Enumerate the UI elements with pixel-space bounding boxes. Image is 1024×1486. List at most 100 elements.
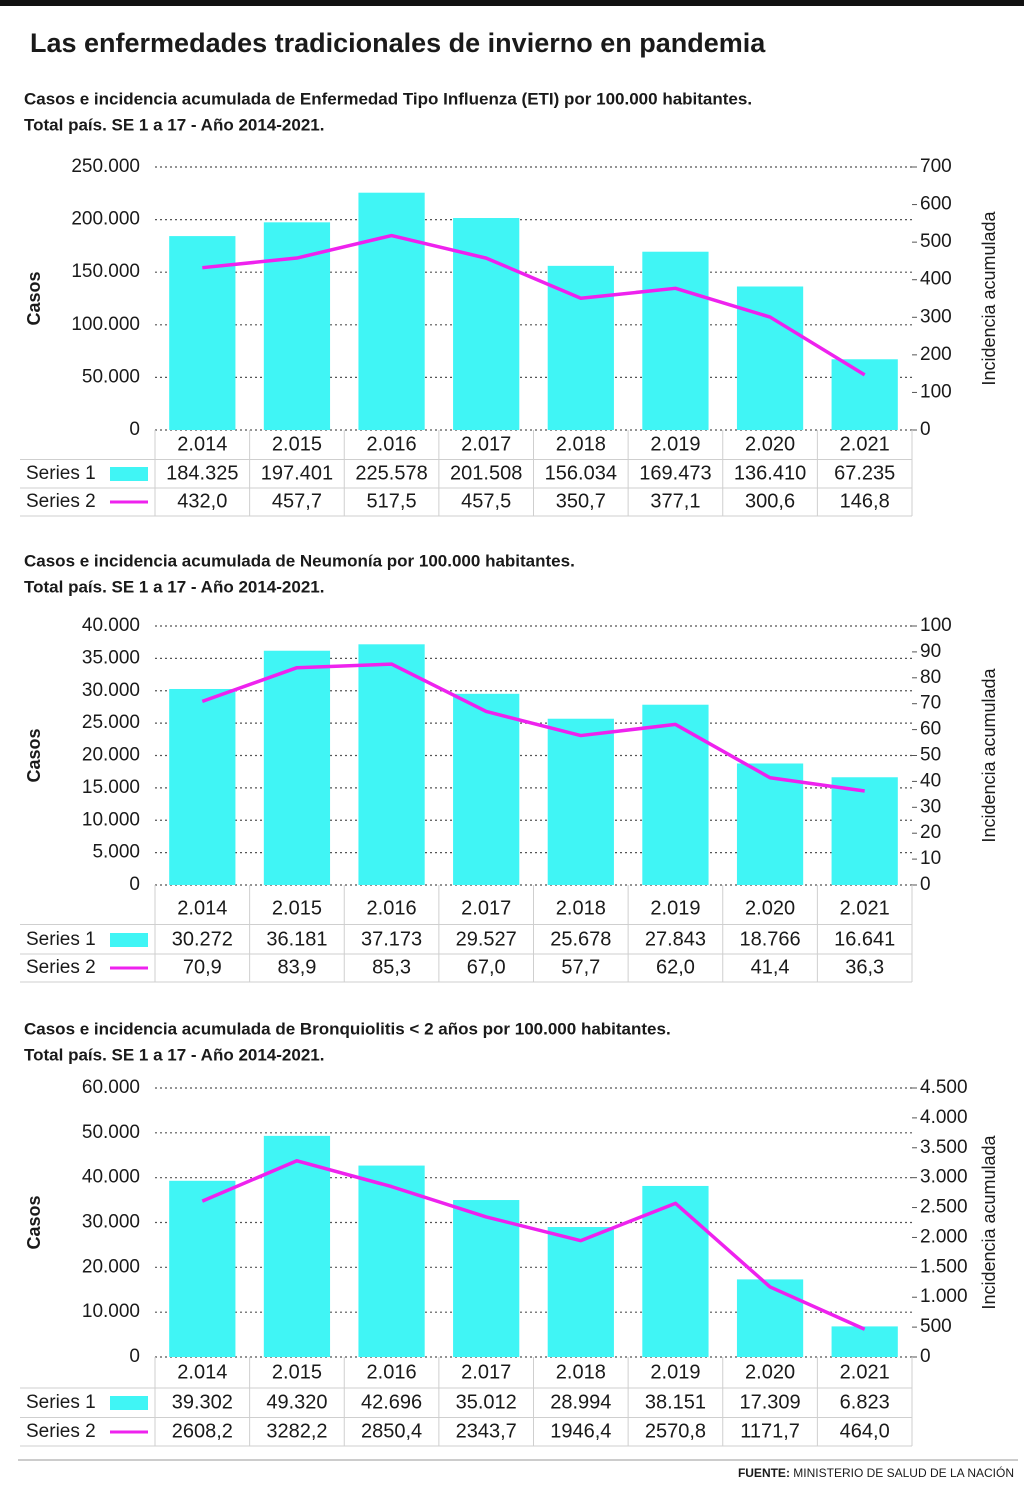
table-value: 25.678 (550, 928, 611, 950)
x-tick-label: 2.018 (556, 433, 606, 455)
table-value: 67,0 (467, 956, 506, 978)
bar (642, 251, 709, 430)
y2-tick-label: 3.500 (920, 1137, 968, 1158)
y-tick-label: 60.000 (82, 1077, 140, 1098)
table-value: 1946,4 (550, 1420, 611, 1442)
y2-tick-label: 30 (920, 796, 941, 817)
table-value: 136.410 (734, 462, 806, 484)
y2-tick-label: 0 (920, 419, 931, 440)
y2-tick-label: 20 (920, 822, 941, 843)
x-tick-label: 2.016 (367, 897, 417, 919)
x-tick-label: 2.019 (650, 1361, 700, 1383)
table-value: 67.235 (834, 462, 895, 484)
table-value: 18.766 (739, 928, 800, 950)
table-value: 201.508 (450, 462, 522, 484)
y-tick-label: 20.000 (82, 745, 140, 766)
table-value: 184.325 (166, 462, 238, 484)
chart-title: Casos e incidencia acumulada de Enfermed… (24, 89, 752, 108)
bar (547, 1227, 614, 1357)
bar (642, 704, 709, 885)
bar (358, 644, 425, 885)
y2-tick-label: 400 (920, 269, 952, 290)
y2-tick-label: 10 (920, 848, 941, 869)
line (202, 233, 866, 377)
y-tick-label: 250.000 (71, 156, 140, 177)
y2-tick-label: 500 (920, 1316, 952, 1337)
legend-swatch (110, 467, 148, 481)
bar (736, 286, 804, 430)
source-label: FUENTE: (738, 1466, 790, 1480)
y-tick-label: 40.000 (82, 615, 140, 636)
y2-tick-label: 500 (920, 231, 952, 252)
table-value: 169.473 (639, 462, 711, 484)
chart-subtitle: Total país. SE 1 a 17 - Año 2014-2021. (24, 1045, 324, 1064)
bar (547, 265, 614, 430)
bar (263, 650, 331, 885)
legend-swatch (110, 1396, 148, 1410)
table-value: 197.401 (261, 462, 333, 484)
x-tick-label: 2.020 (745, 897, 795, 919)
y2-tick-label: 4.500 (920, 1077, 968, 1098)
x-tick-label: 2.019 (650, 897, 700, 919)
x-tick-label: 2.021 (840, 433, 890, 455)
y2-tick-label: 50 (920, 745, 941, 766)
bar (831, 359, 898, 430)
table-value: 62,0 (656, 956, 695, 978)
line (201, 1159, 866, 1331)
y2-tick-label: 80 (920, 667, 941, 688)
table-value: 350,7 (556, 490, 606, 512)
table-value: 16.641 (834, 928, 895, 950)
y-axis-label: Casos (24, 1195, 44, 1249)
y2-tick-label: 1.500 (920, 1256, 968, 1277)
y-tick-label: 40.000 (82, 1167, 140, 1188)
y-tick-label: 25.000 (82, 712, 140, 733)
y2-tick-label: 0 (920, 874, 931, 895)
table-value: 37.173 (361, 928, 422, 950)
y-tick-label: 5.000 (92, 842, 140, 863)
table-value: 300,6 (745, 490, 795, 512)
y2-tick-label: 2.000 (920, 1226, 968, 1247)
bar (358, 1165, 425, 1357)
legend-label: Series 1 (26, 1392, 96, 1413)
y-tick-label: 10.000 (82, 809, 140, 830)
y-axis-label: Casos (24, 728, 44, 782)
y-tick-label: 50.000 (82, 366, 140, 387)
y-tick-label: 100.000 (71, 314, 140, 335)
x-tick-label: 2.019 (650, 433, 700, 455)
legend-label: Series 2 (26, 957, 96, 978)
y2-tick-label: 1.000 (920, 1286, 968, 1307)
table-value: 83,9 (277, 956, 316, 978)
page-title: Las enfermedades tradicionales de invier… (30, 28, 766, 58)
y-tick-label: 20.000 (82, 1256, 140, 1277)
legend-label: Series 1 (26, 463, 96, 484)
line (201, 662, 865, 793)
table-value: 377,1 (650, 490, 700, 512)
y-tick-label: 30.000 (82, 680, 140, 701)
table-value: 156.034 (545, 462, 617, 484)
table-value: 2850,4 (361, 1420, 422, 1442)
table-value: 28.994 (550, 1391, 611, 1413)
y2-axis-label: Incidencia acumulada (979, 1134, 999, 1309)
bar (169, 236, 236, 430)
table-value: 2608,2 (172, 1420, 233, 1442)
chart: Casos e incidencia acumulada de Neumonía… (20, 551, 999, 983)
chart-subtitle: Total país. SE 1 a 17 - Año 2014-2021. (24, 577, 324, 596)
bar (831, 1326, 898, 1357)
y-tick-label: 150.000 (71, 261, 140, 282)
y-axis-label: Casos (24, 271, 44, 325)
table-value: 457,7 (272, 490, 322, 512)
table-value: 29.527 (456, 928, 517, 950)
y2-tick-label: 4.000 (920, 1107, 968, 1128)
y2-tick-label: 90 (920, 641, 941, 662)
x-tick-label: 2.020 (745, 433, 795, 455)
chart: Casos e incidencia acumulada de Bronquio… (20, 1019, 999, 1447)
x-tick-label: 2.021 (840, 897, 890, 919)
chart-title: Casos e incidencia acumulada de Bronquio… (24, 1019, 671, 1038)
x-tick-label: 2.014 (177, 1361, 227, 1383)
bar (736, 1279, 804, 1357)
table-value: 35.012 (456, 1391, 517, 1413)
y2-tick-label: 0 (920, 1346, 931, 1367)
table-value: 2343,7 (456, 1420, 517, 1442)
table-value: 42.696 (361, 1391, 422, 1413)
y-tick-label: 10.000 (82, 1301, 140, 1322)
